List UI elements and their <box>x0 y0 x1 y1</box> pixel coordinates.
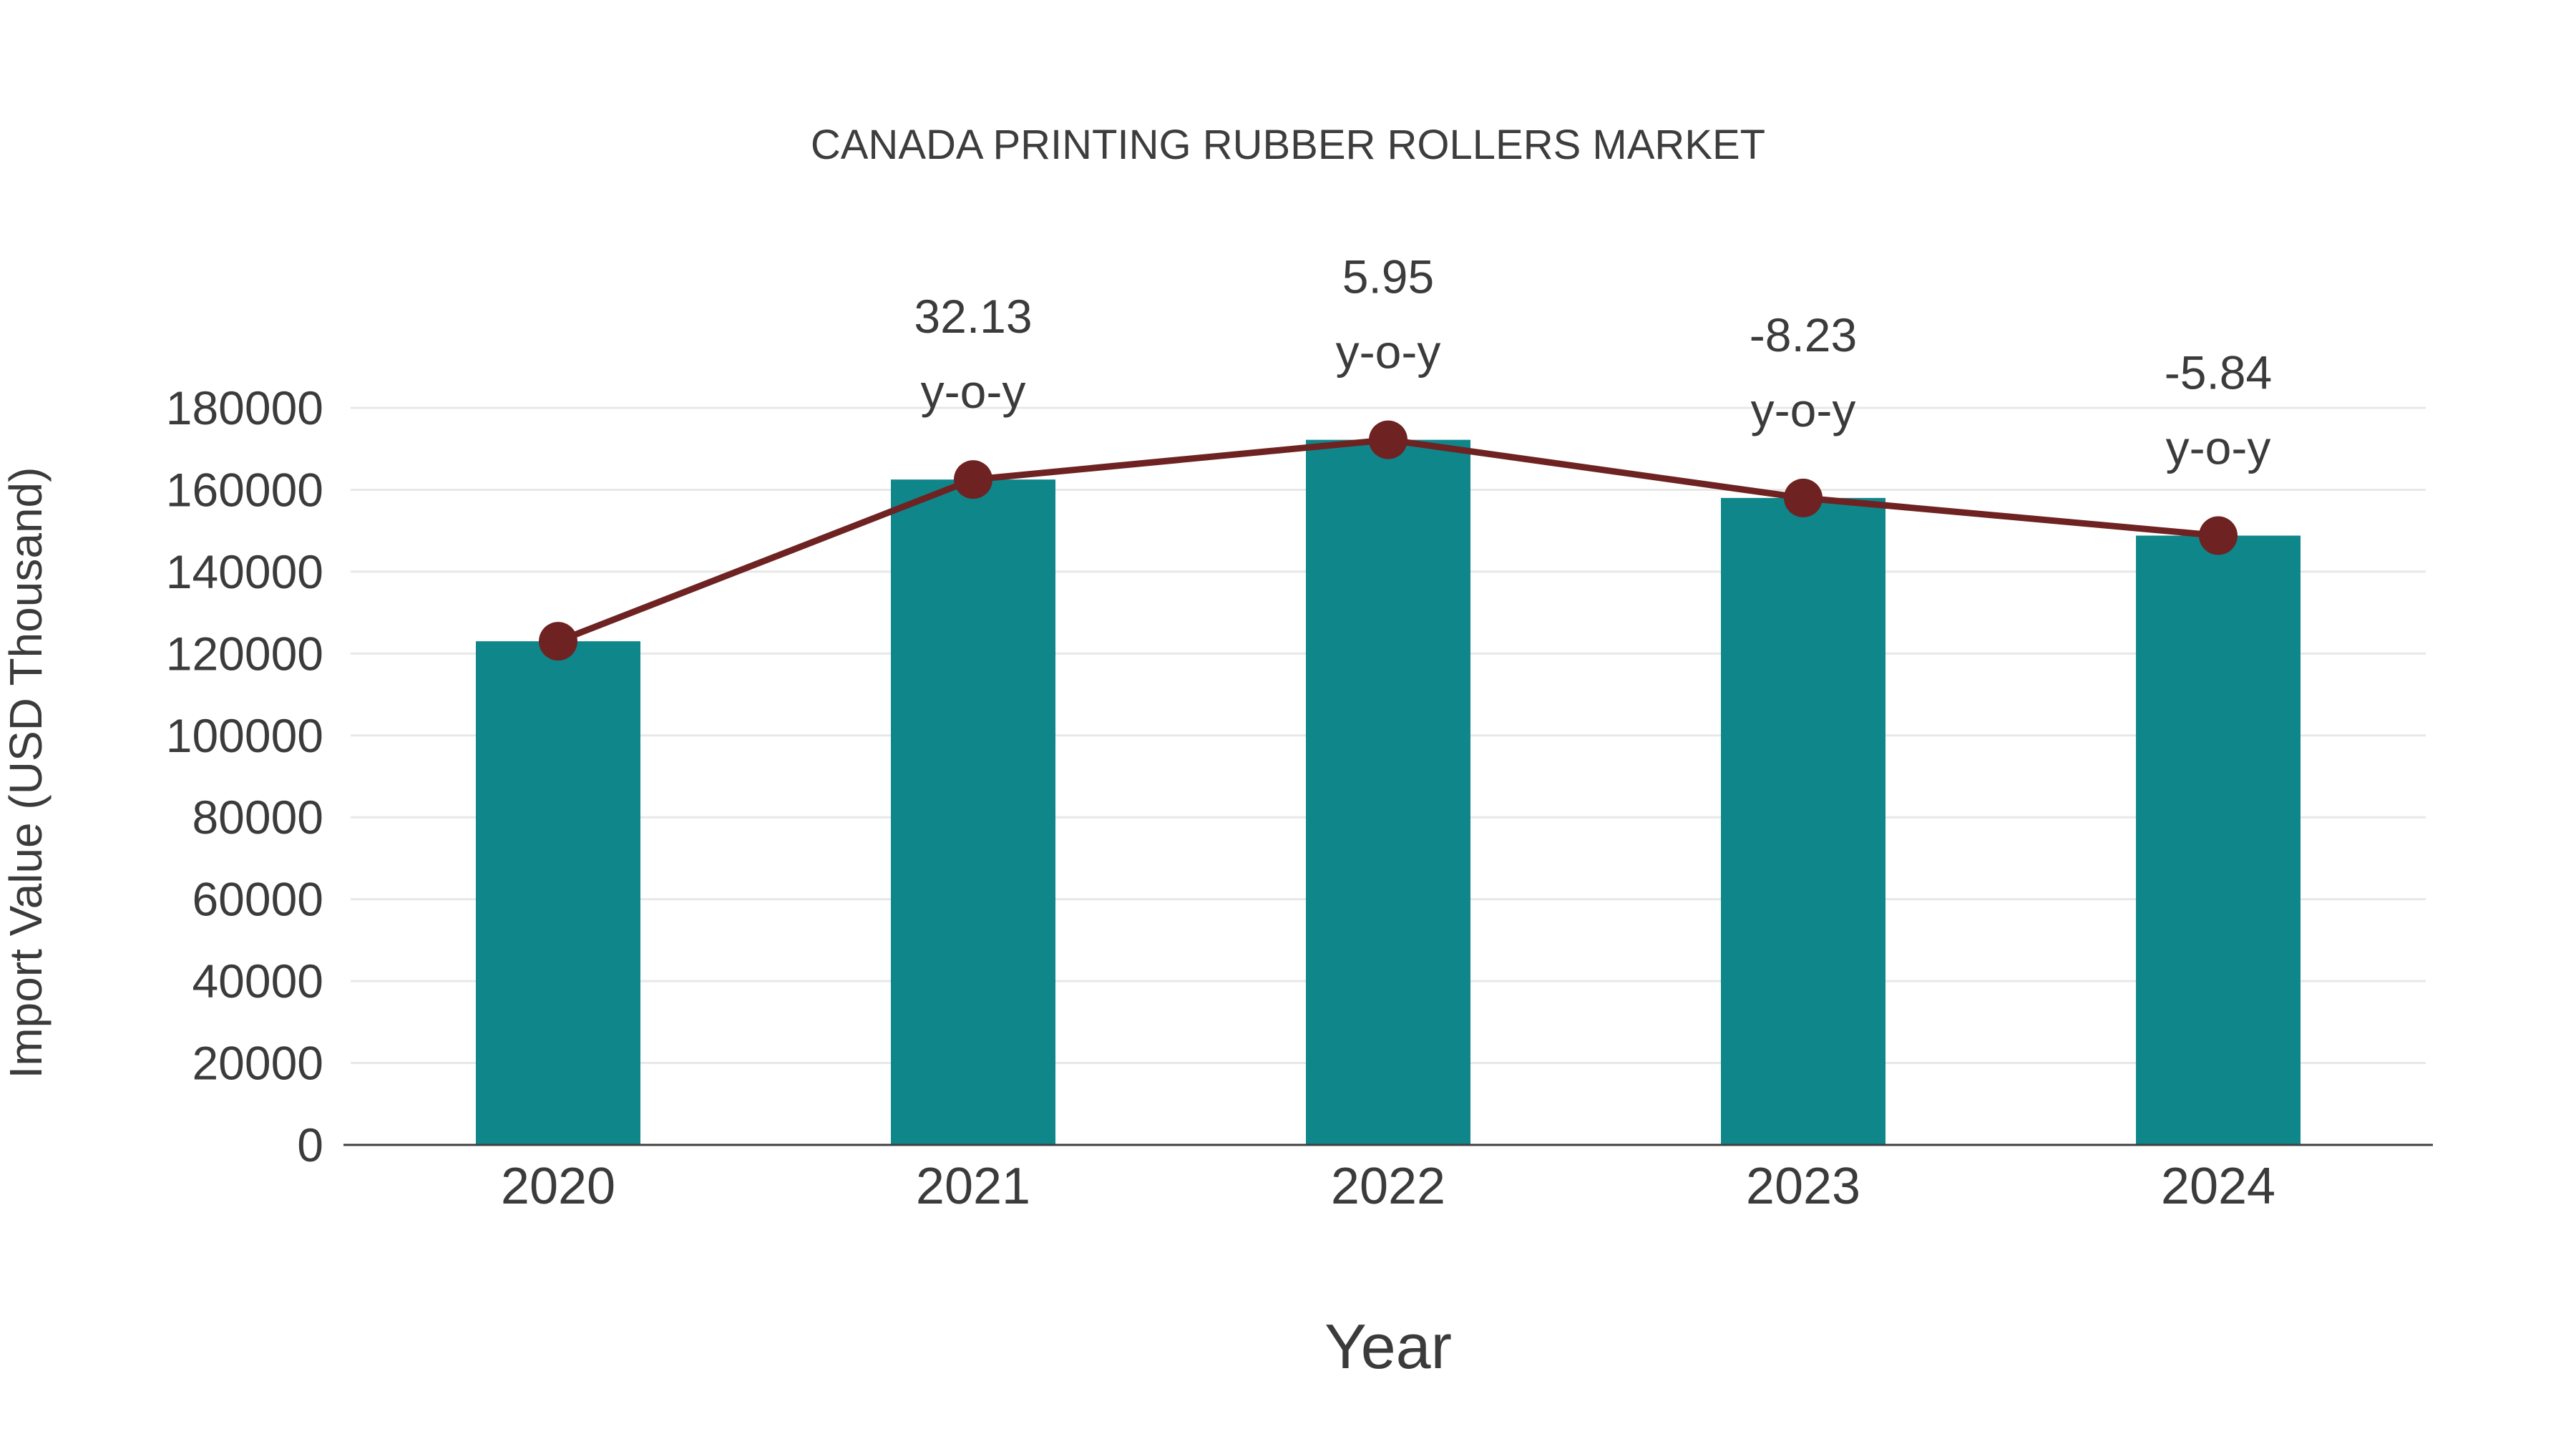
y-tick-label: 140000 <box>166 545 323 598</box>
y-tick-label: 160000 <box>166 463 323 516</box>
annotation-value-2022: 5.95 <box>1342 250 1434 303</box>
x-tick-label-2020: 2020 <box>501 1158 615 1215</box>
x-tick-label-2022: 2022 <box>1331 1158 1445 1215</box>
y-tick-label: 0 <box>297 1118 323 1171</box>
trend-marker-2024 <box>2199 516 2238 555</box>
x-tick-labels: 2020 2021 2022 2023 2024 <box>501 1158 2275 1215</box>
y-tick-labels: 0 20000 40000 60000 80000 100000 120000 140000 1… <box>166 381 323 1171</box>
x-tick-label-2021: 2021 <box>916 1158 1030 1215</box>
y-tick-label: 80000 <box>192 791 323 844</box>
bar-2024 <box>2136 535 2301 1145</box>
annotation-value-2021: 32.13 <box>914 290 1032 343</box>
bars <box>476 439 2301 1145</box>
y-tick-label: 20000 <box>192 1037 323 1090</box>
trend-line <box>539 420 2238 661</box>
annotation-value-2024: -5.84 <box>2165 346 2272 399</box>
chart-title: CANADA PRINTING RUBBER ROLLERS MARKET <box>811 122 1765 168</box>
bar-2021 <box>891 479 1055 1145</box>
trend-marker-2022 <box>1369 420 1407 459</box>
annotation-value-2023: -8.23 <box>1750 308 1857 361</box>
trend-marker-2021 <box>954 460 992 499</box>
trend-marker-2020 <box>539 622 577 661</box>
bar-2020 <box>476 641 640 1145</box>
x-tick-label-2023: 2023 <box>1746 1158 1860 1215</box>
bar-2023 <box>1721 497 1885 1145</box>
x-axis-title: Year <box>1324 1311 1452 1382</box>
y-tick-label: 60000 <box>192 873 323 926</box>
annotation-label-2024: y-o-y <box>2166 421 2271 474</box>
y-tick-label: 100000 <box>166 709 323 762</box>
annotation-label-2021: y-o-y <box>921 365 1026 418</box>
y-axis-title: Import Value (USD Thousand) <box>0 467 52 1079</box>
annotation-label-2023: y-o-y <box>1751 384 1856 436</box>
trend-marker-2023 <box>1784 478 1823 517</box>
y-tick-label: 40000 <box>192 955 323 1008</box>
x-tick-label-2024: 2024 <box>2161 1158 2275 1215</box>
y-tick-label: 180000 <box>166 381 323 434</box>
bar-2022 <box>1306 439 1470 1145</box>
y-tick-label: 120000 <box>166 627 323 680</box>
annotation-label-2022: y-o-y <box>1336 326 1441 379</box>
annotations: 32.13 y-o-y 5.95 y-o-y -8.23 y-o-y -5.84 y-o-y <box>914 250 2272 474</box>
